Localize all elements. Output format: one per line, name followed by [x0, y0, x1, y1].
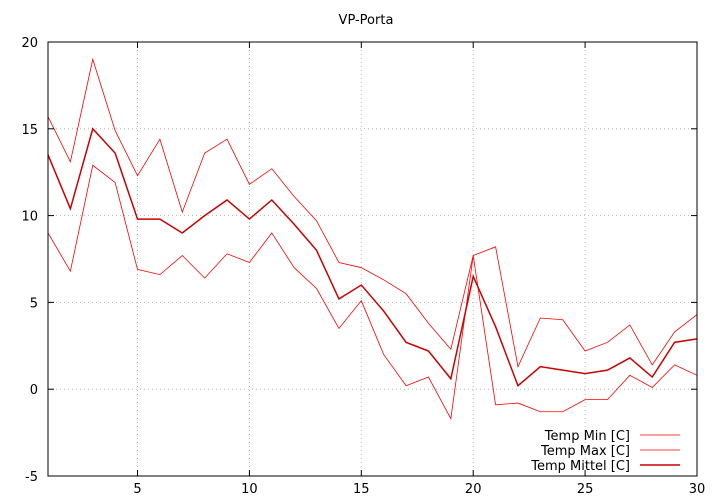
y-tick-label: 10 — [21, 210, 38, 225]
x-tick-label: 20 — [465, 482, 482, 497]
x-tick-label: 25 — [577, 482, 594, 497]
chart-title: VP-Porta — [339, 13, 394, 28]
series-line-temp-max-c — [47, 57, 698, 368]
legend-label: Temp Mittel [C] — [530, 459, 630, 474]
legend-label: Temp Max [C] — [540, 444, 630, 459]
legend-label: Temp Min [C] — [544, 429, 630, 444]
series-line-temp-min-c — [47, 164, 698, 420]
plot-frame — [47, 41, 698, 477]
x-tick-label: 5 — [133, 482, 141, 497]
y-tick-label: 5 — [30, 296, 38, 311]
grid-lines — [48, 42, 697, 476]
series-points-temp-mittel-c — [48, 129, 697, 386]
series-points-temp-min-c — [48, 165, 697, 418]
y-tick-label: -5 — [25, 470, 38, 485]
y-tick-label: 0 — [30, 383, 38, 398]
legend: Temp Min [C]Temp Max [C]Temp Mittel [C] — [530, 429, 680, 474]
series-lines — [47, 57, 698, 420]
x-tick-label: 30 — [689, 482, 706, 497]
series-line-temp-mittel-c — [47, 127, 698, 387]
x-tick-label: 10 — [241, 482, 258, 497]
x-tick-label: 15 — [353, 482, 370, 497]
axis-ticks: -5 0 5 10 15 20 5 10 15 20 25 30 — [21, 36, 705, 497]
series-points-temp-max-c — [48, 59, 697, 366]
y-tick-label: 15 — [21, 123, 38, 138]
y-tick-label: 20 — [21, 36, 38, 51]
